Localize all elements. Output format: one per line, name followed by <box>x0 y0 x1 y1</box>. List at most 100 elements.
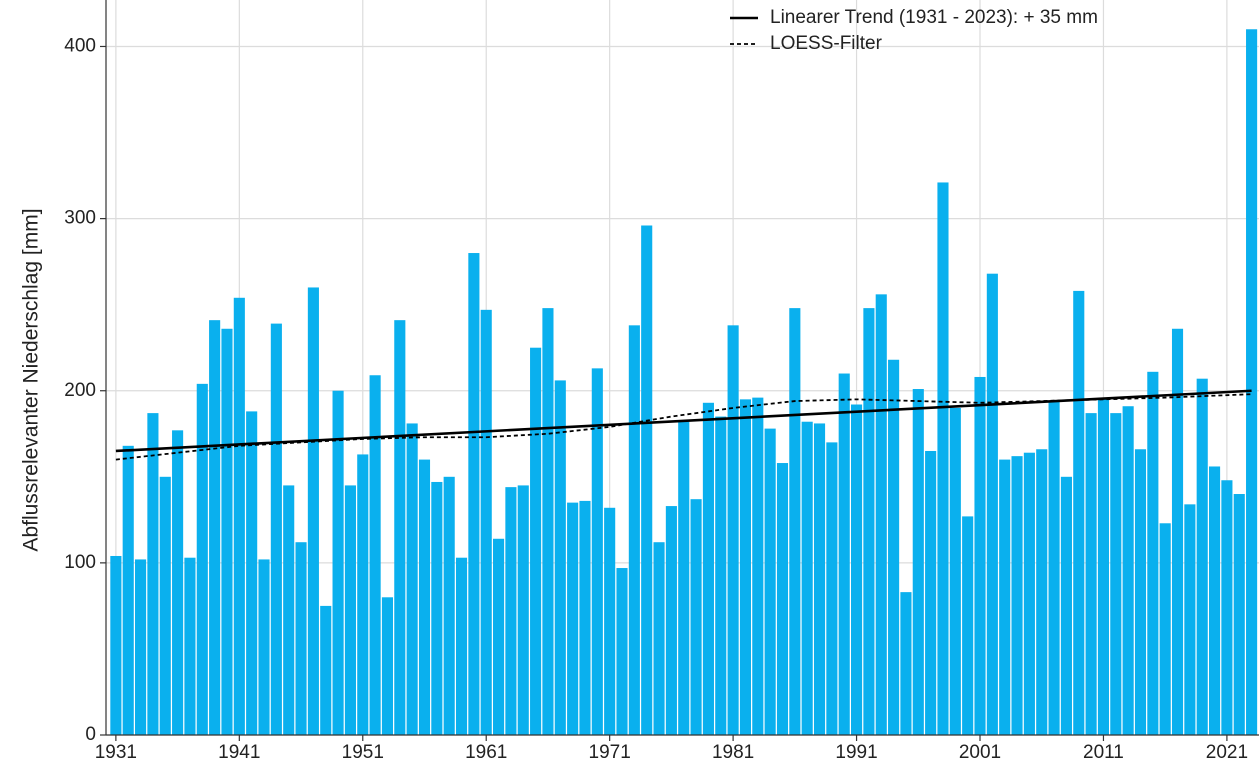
bar <box>1023 452 1035 735</box>
bar <box>838 373 850 735</box>
bar <box>863 308 875 735</box>
bar <box>295 542 307 735</box>
bar <box>1209 466 1221 735</box>
bar <box>246 411 258 735</box>
bar <box>912 389 924 735</box>
bar <box>986 273 998 735</box>
x-tick-label: 2011 <box>1083 742 1124 763</box>
bar <box>283 485 295 735</box>
y-tick-label: 300 <box>64 208 96 229</box>
bar <box>530 347 542 735</box>
legend-label: LOESS-Filter <box>770 33 883 54</box>
bar <box>1122 406 1134 735</box>
bar <box>591 368 603 735</box>
bar <box>369 375 381 735</box>
bar <box>1073 290 1085 735</box>
bar <box>1159 523 1171 735</box>
bar <box>641 225 653 735</box>
bar <box>381 597 394 735</box>
bar <box>542 308 554 735</box>
bar <box>1184 504 1196 735</box>
bar <box>209 320 221 735</box>
bar <box>974 376 986 735</box>
bar <box>159 476 171 735</box>
bar <box>1233 494 1245 735</box>
bar <box>394 320 406 735</box>
bar <box>653 542 665 735</box>
bar <box>493 538 505 735</box>
x-tick-label: 2001 <box>959 742 1001 763</box>
bar <box>851 404 863 735</box>
bar <box>307 287 319 735</box>
bar <box>110 555 122 735</box>
bar <box>258 559 270 735</box>
bar <box>443 476 455 735</box>
x-tick-label: 1981 <box>712 742 754 763</box>
bar <box>122 445 134 735</box>
bar <box>727 325 739 735</box>
bar <box>332 390 344 735</box>
bar <box>604 507 616 735</box>
x-tick-label: 1971 <box>589 742 631 763</box>
bar <box>184 557 196 735</box>
bar <box>937 182 949 736</box>
bar <box>455 557 468 735</box>
x-tick-label: 1931 <box>95 742 137 763</box>
bar <box>949 407 961 735</box>
x-tick-label: 1951 <box>342 742 384 763</box>
bar <box>357 454 369 735</box>
bar <box>925 450 937 735</box>
y-tick-label: 400 <box>64 35 96 56</box>
bar <box>665 506 677 735</box>
y-tick-label: 100 <box>64 552 96 573</box>
bar <box>579 500 591 735</box>
x-tick-label: 1991 <box>835 742 877 763</box>
bar <box>776 463 789 735</box>
bar <box>690 499 702 735</box>
bar <box>801 421 813 735</box>
bar <box>1011 456 1023 735</box>
bar <box>270 323 282 735</box>
bar <box>813 423 826 735</box>
legend-label: Linearer Trend (1931 - 2023): + 35 mm <box>770 7 1098 28</box>
bar <box>418 459 431 735</box>
bar <box>875 294 887 735</box>
x-tick-label: 1961 <box>465 742 507 763</box>
bar <box>789 308 801 735</box>
y-tick-label: 200 <box>64 380 96 401</box>
bar <box>468 253 480 736</box>
bar <box>147 413 159 735</box>
bar <box>480 309 492 735</box>
y-tick-label: 0 <box>85 724 96 745</box>
bar <box>233 297 245 735</box>
bar <box>1171 328 1184 735</box>
bar <box>431 481 443 735</box>
bar <box>505 487 517 735</box>
bar <box>1110 413 1122 735</box>
bar <box>1085 413 1097 735</box>
bar <box>1246 29 1258 736</box>
bar <box>826 442 838 735</box>
bar <box>221 328 233 735</box>
bar <box>1134 449 1147 735</box>
bar <box>1036 449 1048 735</box>
bar <box>962 516 974 735</box>
bar <box>1060 476 1072 735</box>
bar <box>628 325 640 735</box>
bar <box>406 423 418 735</box>
bar <box>1097 399 1110 735</box>
bar <box>344 485 356 735</box>
y-axis-label: Abflussrelevanter Niederschlag [mm] <box>20 208 43 551</box>
bar <box>999 459 1011 735</box>
bar <box>554 380 566 735</box>
bar <box>172 430 184 735</box>
x-tick-label: 2021 <box>1206 742 1248 763</box>
bar <box>196 383 208 735</box>
bar <box>567 502 579 735</box>
bar <box>764 428 776 735</box>
bar <box>320 605 332 735</box>
bar <box>752 397 764 735</box>
bar <box>1048 401 1060 735</box>
bar <box>739 399 752 735</box>
